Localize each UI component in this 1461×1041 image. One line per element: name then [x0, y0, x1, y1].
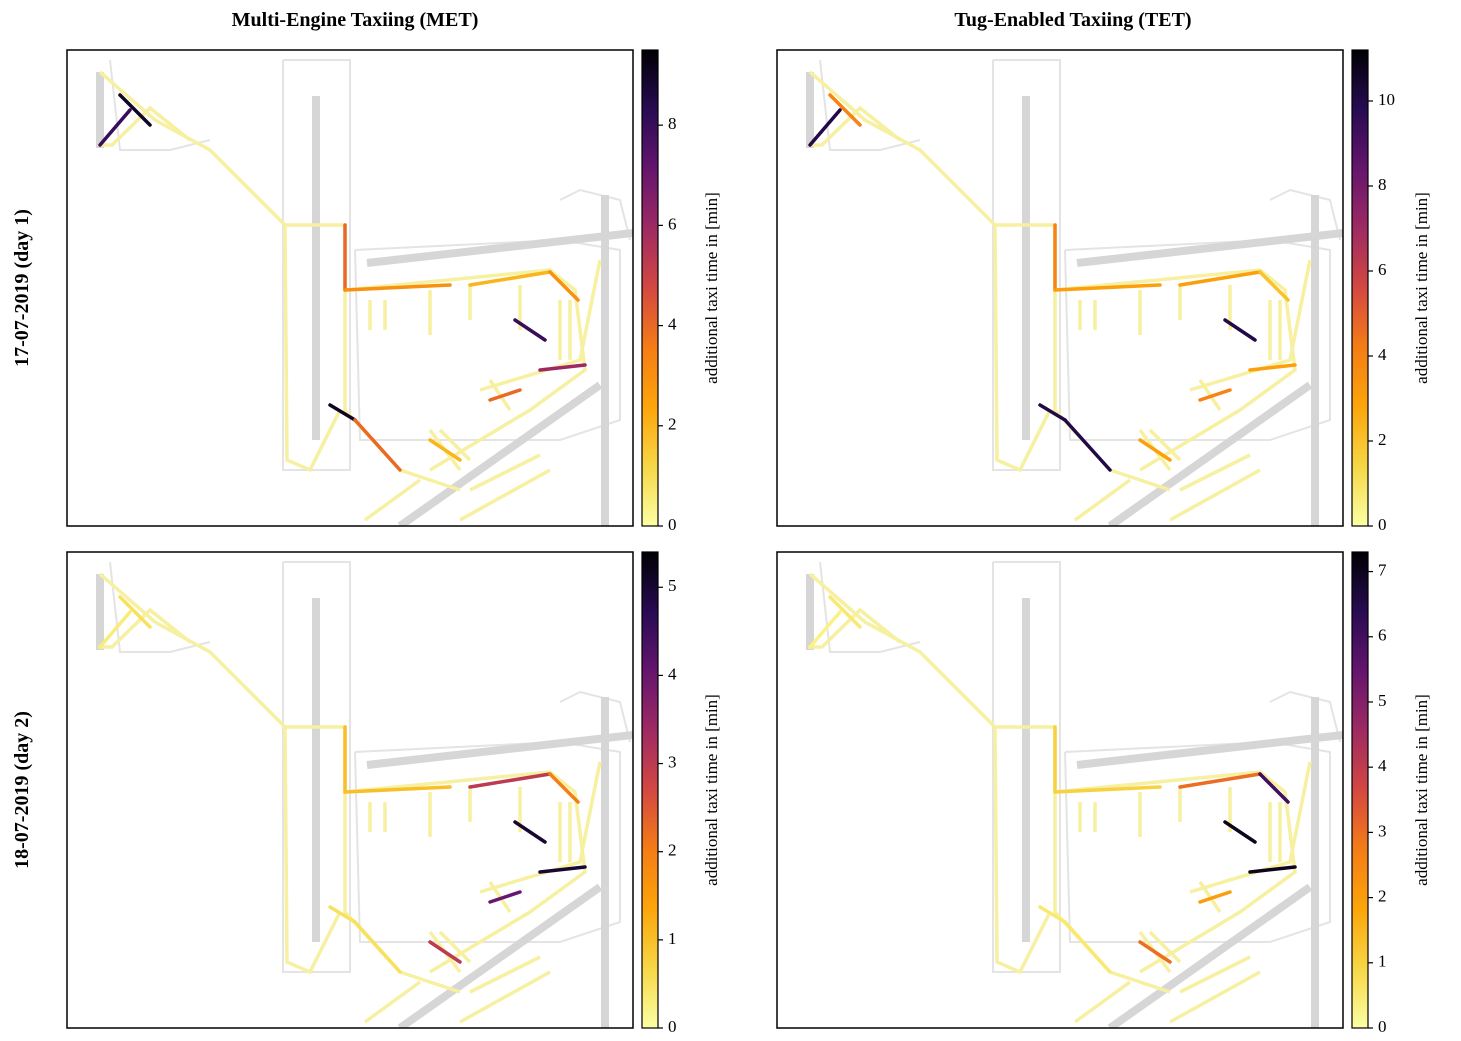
taxi-segment: [540, 365, 585, 370]
runway: [1110, 385, 1310, 526]
runway: [400, 385, 600, 526]
colorbar-tick-label: 4: [668, 664, 677, 683]
colorbar-tick-label: 0: [668, 515, 677, 534]
map-layer: [98, 60, 633, 526]
colorbar-tick-label: 6: [1378, 626, 1387, 645]
colorbar-tick-label: 0: [1378, 1017, 1387, 1036]
taxi-segment: [1260, 272, 1288, 300]
map-layer: [808, 562, 1343, 1028]
colorbar-tick-label: 2: [1378, 886, 1387, 905]
runway: [1110, 887, 1310, 1028]
colorbar: [642, 50, 658, 526]
colorbar: [1352, 50, 1368, 526]
taxi-segment: [1200, 892, 1230, 902]
taxi-segment: [1250, 365, 1295, 370]
figure: Multi-Engine Taxiing (MET) Tug-Enabled T…: [0, 0, 1461, 1036]
taxi-segment: [430, 942, 460, 962]
colorbar-tick-label: 10: [1378, 90, 1395, 109]
taxi-segment: [1040, 907, 1065, 922]
map-panel: 0 2 4 6 8 additional taxi time in [min]: [67, 50, 721, 534]
colorbar-label: additional taxi time in [min]: [1412, 694, 1431, 886]
taxi-segment: [330, 907, 355, 922]
taxi-segment: [355, 922, 400, 972]
colorbar-tick-label: 8: [668, 114, 677, 133]
taxiway: [100, 574, 460, 992]
taxi-segment: [430, 440, 460, 460]
colorbar-tick-label: 0: [1378, 515, 1387, 534]
taxi-segment: [490, 390, 520, 400]
colorbar-tick-label: 7: [1378, 560, 1387, 579]
taxi-segment: [1140, 942, 1170, 962]
colorbar-tick-label: 2: [668, 415, 677, 434]
taxi-segment: [1065, 922, 1110, 972]
taxiway: [810, 72, 1170, 490]
column-title: Tug-Enabled Taxiing (TET): [954, 9, 1191, 31]
colorbar-label: additional taxi time in [min]: [702, 192, 721, 384]
colorbar-tick-label: 6: [1378, 260, 1387, 279]
taxi-segment: [1200, 390, 1230, 400]
taxi-segment: [355, 420, 400, 470]
colorbar-tick-label: 3: [1378, 821, 1387, 840]
taxi-segment: [1055, 787, 1160, 792]
taxi-segment: [1065, 420, 1110, 470]
colorbar-tick-label: 4: [1378, 756, 1387, 775]
colorbar-tick-label: 6: [668, 214, 677, 233]
apron-outline: [820, 60, 920, 150]
taxi-segment: [330, 405, 355, 420]
taxiway: [810, 574, 1170, 992]
colorbar-tick-label: 3: [668, 752, 677, 771]
taxi-segment: [1040, 405, 1065, 420]
taxi-segment: [490, 892, 520, 902]
colorbar-tick-label: 2: [668, 841, 677, 860]
taxiway: [808, 108, 900, 145]
map-panel: 0 2 4 6 8 10 additional taxi time in [min]: [777, 50, 1431, 534]
taxi-segment: [1260, 774, 1288, 802]
taxi-segment: [345, 787, 450, 792]
colorbar-label: additional taxi time in [min]: [1412, 192, 1431, 384]
apron-outline: [110, 60, 210, 150]
taxiway: [100, 72, 460, 490]
taxiway: [98, 610, 190, 647]
map-layer: [98, 562, 633, 1028]
colorbar-tick-label: 5: [668, 576, 677, 595]
column-title: Multi-Engine Taxiing (MET): [232, 9, 479, 31]
taxi-segment: [550, 774, 578, 802]
taxiway: [808, 610, 900, 647]
colorbar: [1352, 552, 1368, 1028]
colorbar-label: additional taxi time in [min]: [702, 694, 721, 886]
taxi-segment: [1055, 285, 1160, 290]
row-label: 17-07-2019 (day 1): [11, 209, 33, 367]
colorbar-tick-label: 0: [668, 1017, 677, 1036]
taxi-segment: [1250, 867, 1295, 872]
colorbar-tick-label: 4: [668, 314, 677, 333]
colorbar-tick-label: 1: [1378, 952, 1387, 971]
colorbar: [642, 552, 658, 1028]
taxi-segment: [1140, 440, 1170, 460]
taxi-segment: [540, 867, 585, 872]
apron-outline: [110, 562, 210, 652]
apron-outline: [820, 562, 920, 652]
colorbar-tick-label: 5: [1378, 691, 1387, 710]
runway: [400, 887, 600, 1028]
colorbar-tick-label: 4: [1378, 345, 1387, 364]
taxi-segment: [345, 285, 450, 290]
taxi-segment: [550, 272, 578, 300]
map-panel: 0 1 2 3 4 5 additional taxi time in [min]: [67, 552, 721, 1036]
row-label: 18-07-2019 (day 2): [11, 711, 33, 869]
taxiway: [98, 108, 190, 145]
map-panel: 0 1 2 3 4 5 6 7 additional taxi time in [min]: [777, 552, 1431, 1036]
map-layer: [808, 60, 1343, 526]
colorbar-tick-label: 8: [1378, 175, 1387, 194]
colorbar-tick-label: 2: [1378, 430, 1387, 449]
colorbar-tick-label: 1: [668, 929, 677, 948]
